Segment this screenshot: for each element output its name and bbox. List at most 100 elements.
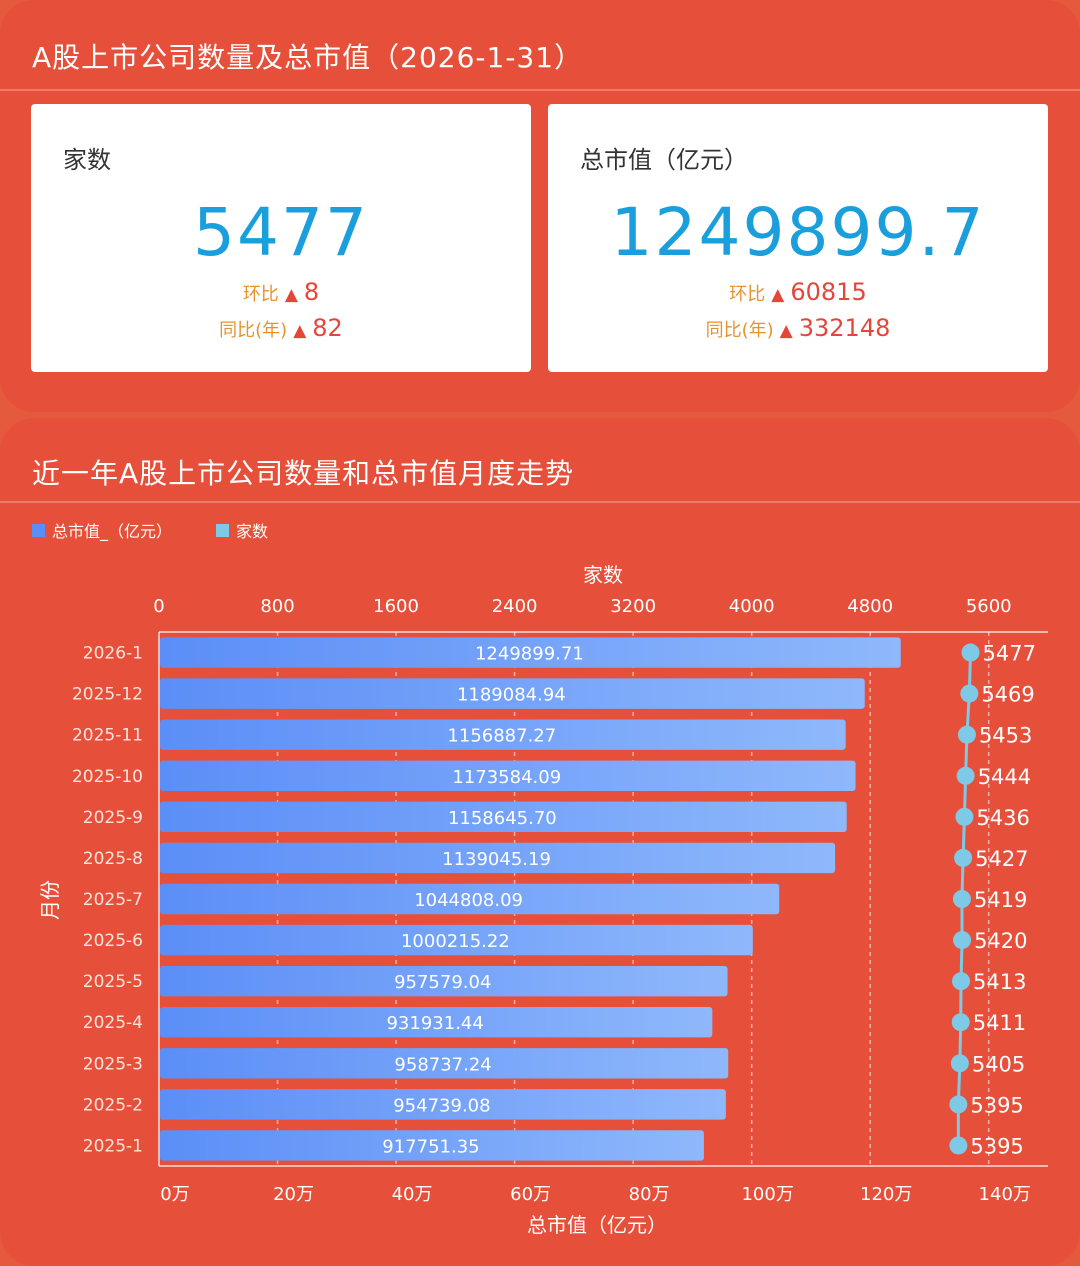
- summary-panel: A股上市公司数量及总市值（2026-1-31） 家数 5477 环比 ▲ 8 同比(…: [0, 0, 1080, 412]
- trend-panel: [0, 418, 1080, 1266]
- mom-value: 8: [303, 278, 320, 306]
- top-tick-label: 2400: [492, 596, 538, 617]
- bottom-tick-label: 40万: [392, 1184, 433, 1205]
- count-point: [955, 807, 974, 826]
- count-label: 5477: [983, 642, 1036, 666]
- bottom-tick-label: 60万: [510, 1184, 551, 1205]
- month-label: 2025-11: [72, 726, 143, 746]
- company-count-card: 家数 5477 环比 ▲ 8 同比(年) ▲ 82: [31, 104, 531, 372]
- chart-divider: [0, 501, 1080, 503]
- top-tick-label: 800: [260, 596, 294, 617]
- month-label: 2025-2: [83, 1095, 143, 1115]
- count-label: 5413: [973, 970, 1026, 994]
- count-label: 5469: [981, 683, 1034, 707]
- count-point: [956, 766, 975, 785]
- chart-title: 近一年A股上市公司数量和总市值月度走势: [32, 457, 575, 490]
- market-value-card: 总市值（亿元） 1249899.7 环比 ▲ 60815 同比(年) ▲ 332148: [548, 104, 1048, 372]
- bottom-tick-label: 20万: [273, 1184, 314, 1205]
- legend-line-label: 家数: [236, 522, 268, 541]
- value-bar-label: 1249899.71: [475, 644, 584, 665]
- month-label: 2025-12: [72, 685, 143, 705]
- top-tick-label: 4000: [729, 596, 775, 617]
- bottom-axis-title: 总市值（亿元）: [527, 1213, 667, 1237]
- bottom-tick-label: 100万: [741, 1184, 793, 1205]
- company-count-yoy: 同比(年) ▲ 82: [31, 314, 531, 342]
- mom-label: 环比: [242, 284, 279, 305]
- top-axis-title: 家数: [583, 563, 623, 587]
- value-bar-label: 957579.04: [394, 972, 491, 993]
- value-bar: [160, 1130, 704, 1161]
- value-bar-label: 1158645.70: [448, 808, 557, 829]
- legend-bar-swatch: [32, 524, 45, 537]
- count-point: [954, 848, 973, 867]
- value-bar: [160, 965, 728, 997]
- count-point: [957, 725, 976, 744]
- count-label: 5453: [979, 724, 1032, 748]
- count-point: [960, 684, 979, 703]
- count-label: 5395: [970, 1093, 1023, 1117]
- count-label: 5444: [978, 765, 1031, 789]
- yoy-value: 82: [312, 314, 343, 342]
- month-label: 2025-8: [83, 849, 143, 869]
- count-point: [949, 1095, 968, 1114]
- triangle-up-icon: ▲: [284, 285, 298, 305]
- value-bar-label: 1156887.27: [447, 726, 556, 747]
- value-bar: [160, 801, 847, 833]
- month-label: 2025-7: [83, 890, 143, 910]
- triangle-up-icon: ▲: [779, 321, 793, 341]
- month-label: 2025-6: [83, 931, 143, 951]
- month-label: 2025-10: [72, 767, 143, 787]
- company-count-mom: 环比 ▲ 8: [31, 278, 531, 306]
- top-tick-label: 1600: [373, 596, 419, 617]
- month-label: 2025-4: [83, 1013, 143, 1033]
- count-label: 5419: [974, 888, 1027, 912]
- count-point: [961, 643, 980, 662]
- top-tick-label: 4800: [847, 596, 893, 617]
- market-value-value: 1249899.7: [610, 194, 986, 271]
- count-label: 5411: [973, 1011, 1026, 1035]
- count-point: [949, 1136, 968, 1155]
- count-point: [953, 931, 972, 950]
- month-label: 2025-9: [83, 808, 143, 828]
- top-tick-label: 5600: [966, 596, 1012, 617]
- count-point: [952, 890, 971, 908]
- triangle-up-icon: ▲: [293, 321, 307, 341]
- month-label: 2026-1: [83, 644, 143, 664]
- value-bar-label: 1189084.94: [457, 685, 566, 706]
- month-label: 2025-5: [83, 972, 143, 992]
- count-label: 5436: [976, 806, 1029, 830]
- y-axis-title: 月份: [38, 880, 62, 920]
- value-bar-label: 1044808.09: [414, 890, 523, 911]
- mom-label: 环比: [729, 284, 766, 305]
- count-label: 5395: [970, 1134, 1023, 1158]
- value-bar-label: 954739.08: [393, 1095, 490, 1116]
- count-label: 5427: [975, 847, 1028, 871]
- value-bar-label: 1000215.22: [401, 931, 510, 952]
- bottom-tick-label: 140万: [979, 1184, 1031, 1205]
- summary-title: A股上市公司数量及总市值（2026-1-31）: [32, 41, 584, 74]
- value-bar: [160, 637, 901, 668]
- value-bar: [160, 842, 836, 874]
- yoy-label: 同比(年): [705, 320, 774, 341]
- mom-value: 60815: [790, 278, 867, 306]
- market-value-mom: 环比 ▲ 60815: [548, 278, 1048, 306]
- value-bar: [160, 1089, 726, 1120]
- triangle-up-icon: ▲: [771, 285, 785, 305]
- value-bar: [160, 924, 753, 956]
- top-tick-label: 3200: [610, 596, 656, 617]
- market-value-yoy: 同比(年) ▲ 332148: [548, 314, 1048, 342]
- value-bar-label: 1173584.09: [452, 767, 561, 788]
- company-count-label: 家数: [63, 146, 111, 174]
- bottom-tick-label: 80万: [629, 1184, 670, 1205]
- value-bar: [160, 883, 780, 915]
- value-bar: [160, 678, 865, 709]
- yoy-value: 332148: [798, 314, 891, 342]
- bottom-tick-label: 120万: [860, 1184, 912, 1205]
- count-point: [951, 1013, 970, 1032]
- company-count-value: 5477: [193, 194, 369, 271]
- value-bar-label: 917751.35: [382, 1136, 479, 1157]
- value-bar: [160, 1007, 713, 1038]
- bottom-tick-label: 0万: [160, 1184, 189, 1205]
- top-tick-label: 0: [153, 596, 164, 617]
- count-point: [950, 1054, 969, 1073]
